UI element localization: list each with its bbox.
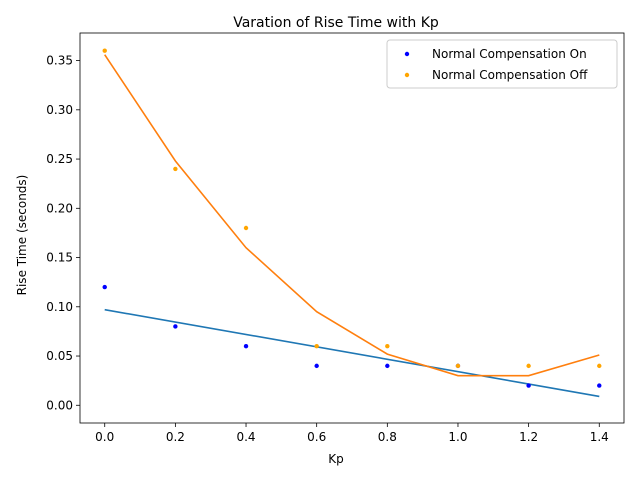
y-tick-label: 0.05 [46,349,73,363]
series-2-point [314,343,319,349]
series-1-point [526,383,531,388]
series-2-point [455,363,461,369]
x-tick-label: 0.0 [95,430,114,444]
series-1-point [385,363,390,369]
x-tick-label: 0.4 [236,430,255,444]
series-2-point [102,48,107,53]
x-axis-label: Kp [328,452,344,466]
series-1-point [597,383,602,388]
series-2-point [173,166,178,172]
series-2-point [526,363,531,369]
legend: Normal Compensation On Normal Compensatio… [386,39,618,89]
y-tick-label: 0.30 [46,103,73,117]
y-tick-label: 0.20 [46,201,73,215]
series-1-point [173,324,178,329]
x-tick-label: 1.4 [590,430,609,444]
series-1-point [314,363,319,369]
series-2-point [243,225,249,231]
plot-area: 0.0 0.2 0.4 0.6 0.8 1.0 1.2 1.4 0.00 0.05 0.10 0.15… [46,32,625,444]
y-tick-label: 0.00 [46,398,73,412]
legend-box [386,39,618,89]
y-tick-label: 0.35 [46,54,73,68]
legend-marker-1 [404,51,410,57]
fit-line-2 [104,54,600,377]
fit-line-1 [104,308,600,398]
y-tick-label: 0.15 [46,251,73,265]
x-tick-label: 1.0 [448,430,467,444]
series-2-point [385,343,390,349]
legend-marker-2 [404,72,410,78]
y-tick-label: 0.10 [46,300,73,314]
x-tick-label: 1.2 [519,430,538,444]
x-tick-label: 0.2 [166,430,185,444]
legend-label-1: Normal Compensation On [432,47,587,61]
series-2-point [597,363,602,369]
x-tick-label: 0.8 [378,430,397,444]
chart-title: Varation of Rise Time with Kp [233,15,439,31]
x-tick-label: 0.6 [307,430,326,444]
y-tick-label: 0.25 [46,152,73,166]
y-axis-label: Rise Time (seconds) [15,175,29,296]
series-1-point [243,343,249,349]
series-1-point [102,284,107,290]
axes-frame [79,32,625,424]
legend-label-2: Normal Compensation Off [432,68,588,82]
